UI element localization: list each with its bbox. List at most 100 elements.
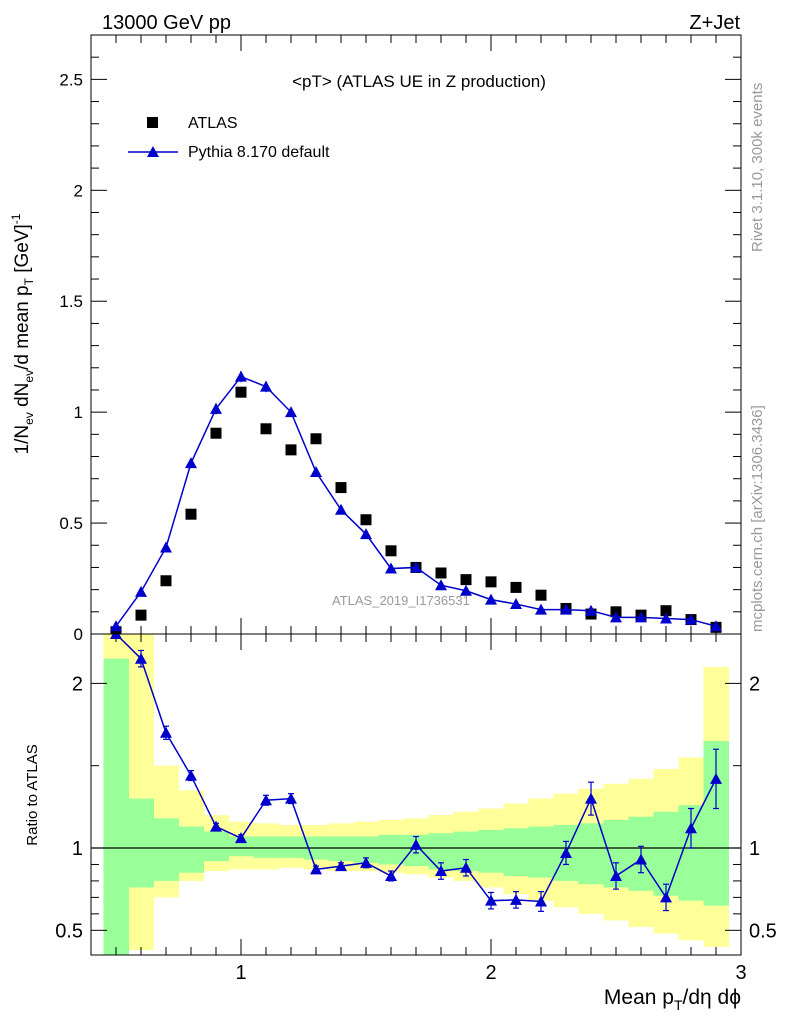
header-left: 13000 GeV pp — [102, 12, 231, 34]
atlas-point — [160, 575, 172, 587]
stat-uncertainty-band — [478, 829, 504, 873]
ratio-point — [610, 869, 622, 881]
atlas-point — [260, 423, 272, 435]
ratio-point — [485, 894, 497, 906]
ratio-point — [110, 634, 122, 639]
pythia-point — [410, 561, 422, 573]
ratio-y-tick-label: 1 — [72, 838, 83, 860]
ratio-point — [510, 893, 522, 905]
ratio-point — [260, 794, 272, 806]
ratio-point — [135, 652, 147, 664]
ratio-ticks: 0.5 0.5 1 1 2 2 1 2 3 — [55, 634, 777, 984]
pythia-point — [335, 503, 347, 515]
atlas-point — [210, 427, 222, 439]
main-y-tick-label: 2.5 — [59, 70, 83, 89]
stat-uncertainty-band — [228, 836, 254, 857]
pythia-point — [385, 562, 397, 574]
stat-uncertainty-band — [278, 836, 304, 858]
main-y-tick-label: 2 — [74, 181, 83, 200]
legend-atlas-marker — [147, 117, 158, 128]
stat-uncertainty-band — [128, 798, 154, 888]
atlas-point — [660, 605, 672, 617]
stat-uncertainty-band — [203, 831, 229, 862]
ratio-y-tick-label-right: 0.5 — [749, 920, 777, 942]
main-series — [110, 370, 722, 638]
ratio-y-tick-label: 2 — [72, 673, 83, 695]
ratio-point — [560, 846, 572, 858]
ratio-series — [110, 634, 722, 912]
ratio-frame — [90, 633, 742, 956]
svg-text:Mean pT/dη dϕ: Mean pT/dη dϕ — [604, 986, 741, 1013]
atlas-point — [385, 545, 397, 557]
atlas-point — [510, 581, 522, 593]
main-title: <pT> (ATLAS UE in Z production) — [292, 72, 546, 91]
ratio-point — [585, 792, 597, 804]
pythia-point — [535, 603, 547, 615]
ratio-point — [360, 856, 372, 868]
pythia-point — [310, 466, 322, 478]
ratio-y-tick-label: 0.5 — [55, 920, 83, 942]
ratio-point — [410, 838, 422, 850]
ratio-point — [235, 832, 247, 844]
pythia-point — [660, 612, 672, 624]
stat-uncertainty-band — [528, 826, 554, 878]
pythia-point — [485, 593, 497, 605]
pythia-point — [510, 598, 522, 610]
mcplots-label: mcplots.cern.ch [arXiv:1306.3436] — [749, 405, 766, 632]
ratio-point — [685, 822, 697, 834]
pythia-point — [110, 620, 122, 632]
ratio-x-tick-label: 3 — [735, 962, 746, 984]
stat-uncertainty-band — [578, 823, 604, 885]
atlas-point — [235, 386, 247, 398]
stat-uncertainty-band — [103, 658, 129, 955]
ratio-point — [310, 863, 322, 875]
main-panel: 0 0.5 1 1.5 2 2.5 ATLAS_2019_I1736531 <pT> (A… — [9, 34, 742, 644]
ratio-point — [710, 772, 722, 784]
pythia-point — [560, 603, 572, 615]
pythia-point — [685, 613, 697, 625]
ratio-point — [635, 853, 647, 865]
main-y-axis-title: 1/Nev dNev/d mean pT [GeV]-1 — [9, 213, 36, 454]
legend-pythia-label: Pythia 8.170 default — [188, 144, 330, 161]
atlas-point — [110, 626, 122, 638]
ratio-bands — [103, 634, 729, 955]
pythia-point — [435, 579, 447, 591]
ratio-point — [160, 726, 172, 738]
atlas-point — [535, 589, 547, 601]
main-ticks: 0 0.5 1 1.5 2 2.5 — [59, 35, 741, 644]
total-uncertainty-band — [128, 634, 154, 951]
legend-pythia-marker — [147, 146, 159, 157]
legend-atlas-label: ATLAS — [188, 115, 238, 132]
legend: ATLAS Pythia 8.170 default — [128, 115, 330, 161]
pythia-point — [635, 611, 647, 623]
pythia-point — [585, 604, 597, 616]
ratio-point — [660, 891, 672, 903]
atlas-point — [435, 567, 447, 579]
atlas-point — [285, 444, 297, 456]
atlas-point — [335, 482, 347, 494]
stat-uncertainty-band — [153, 818, 179, 881]
ratio-point — [460, 861, 472, 873]
header-right: Z+Jet — [689, 12, 740, 34]
pythia-point — [185, 457, 197, 469]
stat-uncertainty-band — [178, 826, 204, 873]
stat-uncertainty-band — [328, 836, 354, 862]
ratio-x-tick-label: 1 — [235, 962, 246, 984]
atlas-point — [135, 609, 147, 621]
pythia-point — [160, 541, 172, 553]
ratio-point — [535, 895, 547, 907]
main-y-tick-label: 0 — [74, 625, 83, 644]
ratio-point — [285, 792, 297, 804]
ratio-y-tick-label-right: 2 — [749, 673, 760, 695]
main-y-tick-label: 0.5 — [59, 514, 83, 533]
stat-uncertainty-band — [653, 811, 679, 896]
ratio-panel: 0.5 0.5 1 1 2 2 1 2 3 Ratio to ATLAS Mean pT/dη … — [24, 633, 777, 1013]
pythia-point — [610, 611, 622, 623]
pythia-line — [115, 375, 717, 627]
rivet-label: Rivet 3.1.10, 300k events — [749, 83, 766, 252]
stat-uncertainty-band — [378, 834, 404, 865]
atlas-point — [310, 433, 322, 445]
stat-uncertainty-band — [253, 836, 279, 858]
pythia-point — [210, 402, 222, 414]
